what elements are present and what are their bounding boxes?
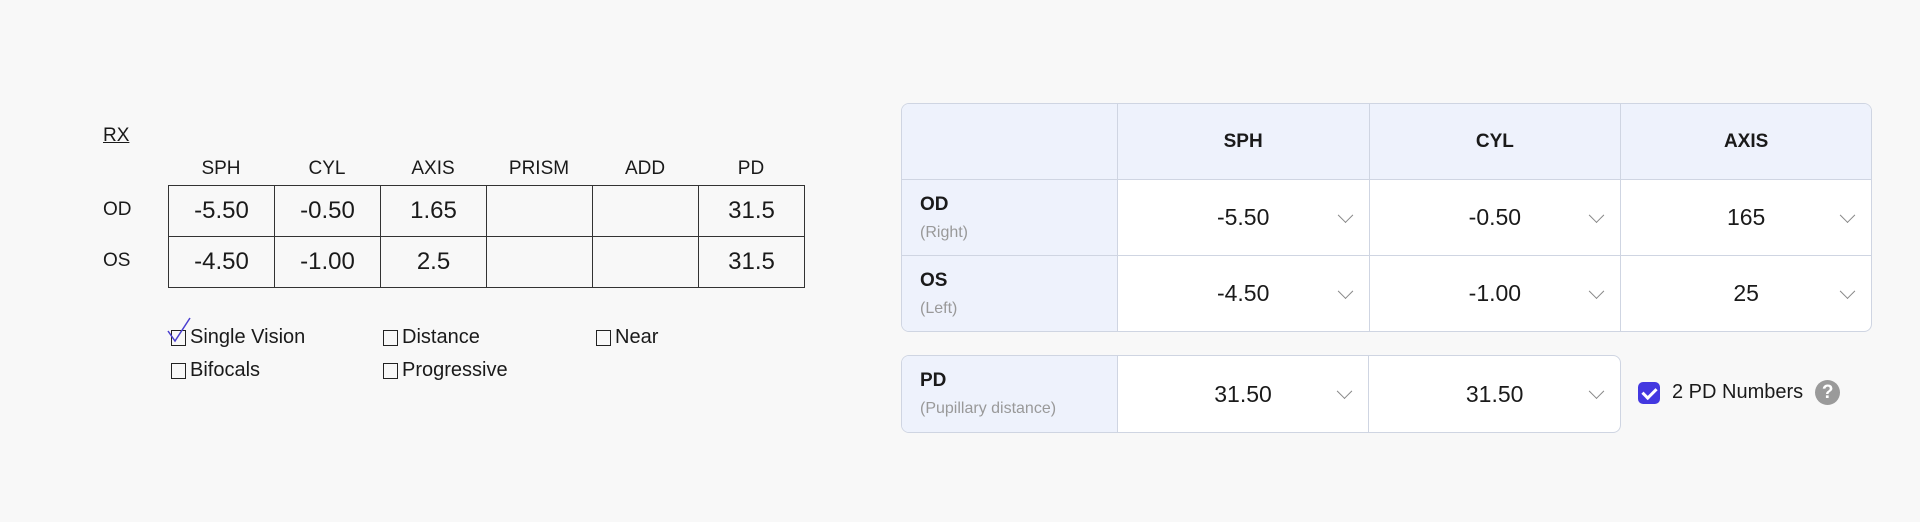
rx-os-pd: 31.5 (698, 236, 805, 288)
row-label: OD (Right) (902, 180, 1117, 255)
chevron-down-icon (1337, 282, 1353, 299)
rx-os-add (592, 236, 699, 288)
rx-col-add: ADD (624, 158, 666, 179)
chevron-down-icon (1839, 282, 1856, 299)
os-sph-select[interactable]: -4.50 (1116, 256, 1369, 331)
od-sub: (Right) (920, 223, 969, 241)
chevron-down-icon (1337, 206, 1353, 223)
select-value: 25 (1733, 280, 1759, 306)
rx-os-prism (486, 236, 593, 288)
lens-label: Single Vision (190, 326, 306, 348)
select-value: 31.50 (1214, 380, 1272, 407)
select-value: -0.50 (1468, 204, 1522, 230)
table-row: -5.50 -0.50 1.65 31.5 (168, 185, 805, 237)
row-os: OS (Left) -4.50 -1.00 25 (902, 255, 1871, 331)
rx-col-prism: PRISM (508, 158, 570, 179)
chevron-down-icon (1588, 282, 1605, 299)
rx-od-pd: 31.5 (698, 185, 805, 237)
rx-col-axis: AXIS (411, 158, 455, 179)
select-value: -1.00 (1468, 280, 1522, 306)
rx-table: -5.50 -0.50 1.65 31.5 -4.50 -1.00 2.5 31… (168, 185, 805, 288)
row-label: OS (Left) (902, 256, 1117, 331)
row-label: PD (Pupillary distance) (902, 356, 1117, 432)
two-pd-checkbox[interactable] (1638, 381, 1660, 404)
pd-right-select[interactable]: 31.50 (1116, 356, 1369, 432)
rx-col-sph: SPH (201, 158, 241, 179)
lens-near: Near (596, 326, 658, 349)
select-value: 31.50 (1465, 380, 1524, 407)
prescription-entry-table: SPH CYL AXIS OD (Right) -5.50 -0.50 165 O… (901, 103, 1872, 332)
rx-os-cyl: -1.00 (274, 236, 381, 288)
chevron-down-icon (1337, 383, 1353, 400)
row-od: OD (Right) -5.50 -0.50 165 (902, 179, 1871, 255)
os-axis-select[interactable]: 25 (1620, 256, 1871, 331)
checkbox-icon (596, 329, 611, 346)
pd-row: PD (Pupillary distance) 31.50 31.50 (901, 355, 1621, 433)
rx-od-cyl: -0.50 (274, 185, 381, 237)
rx-col-cyl: CYL (308, 158, 346, 179)
select-value: -5.50 (1216, 204, 1270, 230)
lens-label: Near (615, 326, 659, 348)
rx-od-sph: -5.50 (168, 185, 275, 237)
od-sph-select[interactable]: -5.50 (1116, 180, 1369, 255)
table-row: -4.50 -1.00 2.5 31.5 (168, 236, 805, 288)
lens-bifocals: Bifocals (171, 359, 260, 382)
header-row: SPH CYL AXIS (902, 104, 1871, 179)
checkbox-icon (171, 362, 186, 379)
lens-progressive: Progressive (383, 359, 508, 382)
checkbox-checked-icon (167, 317, 191, 346)
chevron-down-icon (1588, 383, 1605, 400)
header-sph: SPH (1116, 104, 1369, 179)
rx-col-pd: PD (737, 158, 765, 179)
checkbox-icon (383, 362, 398, 379)
pd-sub: (Pupillary distance) (920, 400, 1057, 417)
os-cyl-select[interactable]: -1.00 (1368, 256, 1621, 331)
chevron-down-icon (1588, 206, 1605, 223)
rx-os-axis: 2.5 (380, 236, 487, 288)
header-empty (902, 104, 1117, 179)
pd-left-select[interactable]: 31.50 (1368, 356, 1620, 432)
header-axis: AXIS (1620, 104, 1871, 179)
lens-distance: Distance (383, 326, 480, 349)
lens-single-vision: Single Vision (167, 317, 306, 349)
rx-od-add (592, 185, 699, 237)
od-cyl-select[interactable]: -0.50 (1368, 180, 1621, 255)
header-cyl: CYL (1368, 104, 1621, 179)
rx-os-sph: -4.50 (168, 236, 275, 288)
chevron-down-icon (1839, 206, 1856, 223)
rx-od-prism (486, 185, 593, 237)
lens-label: Distance (402, 326, 480, 348)
os-sub: (Left) (920, 299, 958, 317)
two-pd-option: 2 PD Numbers ? (1638, 380, 1841, 405)
two-pd-label[interactable]: 2 PD Numbers (1672, 381, 1804, 403)
os-label: OS (920, 269, 948, 291)
od-label: OD (920, 193, 949, 215)
checkbox-icon (383, 329, 398, 346)
rx-od-axis: 1.65 (380, 185, 487, 237)
lens-label: Bifocals (190, 359, 261, 381)
od-axis-select[interactable]: 165 (1620, 180, 1871, 255)
select-value: -4.50 (1216, 280, 1270, 306)
rx-row-os-label: OS (103, 250, 131, 271)
select-value: 165 (1726, 204, 1766, 230)
lens-label: Progressive (402, 359, 508, 381)
rx-row-od-label: OD (103, 199, 132, 220)
help-icon[interactable]: ? (1815, 380, 1841, 405)
pd-label: PD (920, 370, 947, 391)
rx-title: RX (103, 125, 130, 146)
